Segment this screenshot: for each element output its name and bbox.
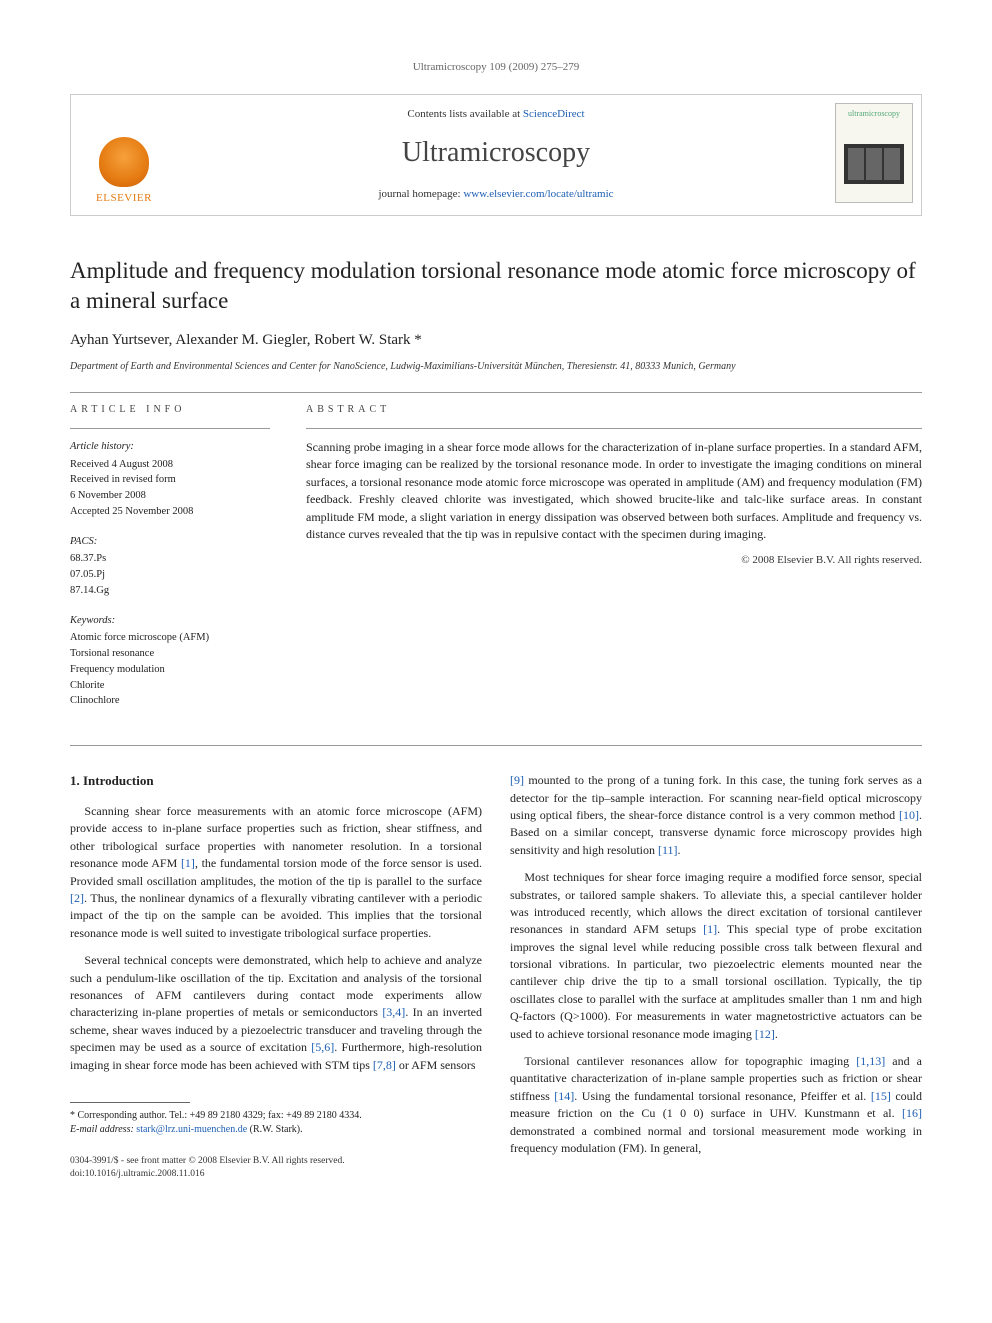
history-received: Received 4 August 2008 [70,457,270,473]
email-label: E-mail address: [70,1124,136,1135]
article-info-label: ARTICLE INFO [70,403,270,418]
pacs-code: 68.37.Ps [70,551,270,567]
history-label: Article history: [70,439,270,455]
footnote-rule [70,1102,190,1103]
homepage-link[interactable]: www.elsevier.com/locate/ultramic [463,188,613,200]
sciencedirect-link[interactable]: ScienceDirect [523,108,585,120]
keyword: Chlorite [70,678,270,694]
paragraph: Torsional cantilever resonances allow fo… [510,1053,922,1157]
authors: Ayhan Yurtsever, Alexander M. Giegler, R… [70,330,922,352]
abstract-text: Scanning probe imaging in a shear force … [306,439,922,543]
abstract-column: ABSTRACT Scanning probe imaging in a she… [306,403,922,723]
paragraph: Most techniques for shear force imaging … [510,869,922,1043]
divider [306,428,922,429]
running-head: Ultramicroscopy 109 (2009) 275–279 [70,60,922,76]
pacs-block: PACS: 68.37.Ps 07.05.Pj 87.14.Gg [70,534,270,599]
divider [70,745,922,746]
doi-line: doi:10.1016/j.ultramic.2008.11.016 [70,1168,482,1181]
body-columns: 1. Introduction Scanning shear force mea… [70,772,922,1181]
abstract-label: ABSTRACT [306,403,922,418]
keyword: Torsional resonance [70,646,270,662]
history-accepted: Accepted 25 November 2008 [70,504,270,520]
email-who: (R.W. Stark). [247,1124,302,1135]
history-revised: Received in revised form [70,472,270,488]
publisher-logo: ELSEVIER [79,103,169,207]
article-history: Article history: Received 4 August 2008 … [70,439,270,520]
email-line: E-mail address: stark@lrz.uni-muenchen.d… [70,1123,482,1137]
availability-prefix: Contents lists available at [407,108,522,120]
meta-row: ARTICLE INFO Article history: Received 4… [70,403,922,723]
homepage-line: journal homepage: www.elsevier.com/locat… [191,187,801,203]
divider [70,392,922,393]
section-heading: 1. Introduction [70,772,482,791]
cover-image-icon [844,144,904,184]
availability-line: Contents lists available at ScienceDirec… [191,107,801,123]
paragraph: [9] mounted to the prong of a tuning for… [510,772,922,859]
divider [70,428,270,429]
elsevier-tree-icon [99,137,149,187]
corr-author-line: * Corresponding author. Tel.: +49 89 218… [70,1109,482,1123]
cover-journal-label: ultramicroscopy [848,108,900,120]
affiliation: Department of Earth and Environmental Sc… [70,360,922,375]
email-link[interactable]: stark@lrz.uni-muenchen.de [136,1124,247,1135]
pacs-label: PACS: [70,534,270,550]
journal-title: Ultramicroscopy [191,133,801,174]
pacs-code: 07.05.Pj [70,567,270,583]
abstract-copyright: © 2008 Elsevier B.V. All rights reserved… [306,553,922,569]
keyword: Atomic force microscope (AFM) [70,630,270,646]
article-info-column: ARTICLE INFO Article history: Received 4… [70,403,270,723]
bottom-meta: 0304-3991/$ - see front matter © 2008 El… [70,1155,482,1182]
journal-cover-thumb: ultramicroscopy [835,103,913,203]
keyword: Frequency modulation [70,662,270,678]
paragraph: Scanning shear force measurements with a… [70,803,482,942]
article-title: Amplitude and frequency modulation torsi… [70,256,922,316]
pacs-code: 87.14.Gg [70,583,270,599]
paragraph: Several technical concepts were demonstr… [70,952,482,1074]
homepage-prefix: journal homepage: [378,188,463,200]
history-revised-date: 6 November 2008 [70,488,270,504]
journal-banner: ELSEVIER ultramicroscopy Contents lists … [70,94,922,216]
keywords-label: Keywords: [70,613,270,629]
issn-line: 0304-3991/$ - see front matter © 2008 El… [70,1155,482,1168]
keyword: Clinochlore [70,693,270,709]
corresponding-footnote: * Corresponding author. Tel.: +49 89 218… [70,1109,482,1137]
keywords-block: Keywords: Atomic force microscope (AFM) … [70,613,270,710]
publisher-name: ELSEVIER [96,191,152,207]
